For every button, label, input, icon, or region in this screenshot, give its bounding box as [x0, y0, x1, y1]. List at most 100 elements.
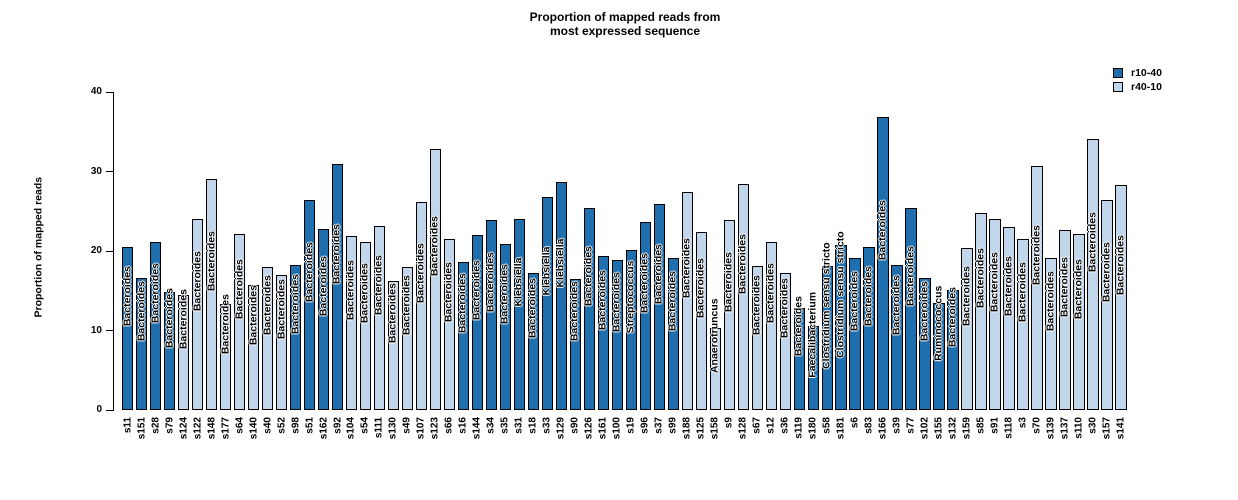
bar-s100: Bacteroides	[610, 259, 623, 410]
bar-taxon-label-s129: Klebsiella	[554, 238, 567, 288]
bar-taxon-label-s188: Bacteroides	[680, 238, 693, 299]
bar-taxon-label-s66: Bacteroides	[442, 261, 455, 322]
bar-taxon-label-s28: Bacteroides	[149, 263, 162, 324]
bar-s159: Bacteroides	[961, 248, 973, 410]
x-tick-label-s110: s110	[1073, 417, 1085, 439]
bar-taxon-label-s148: Bacteroides	[205, 231, 218, 292]
bar-taxon-label-s181: Clostridium sensu stricto	[834, 231, 847, 358]
bar-taxon-label-s122: Bacteroides	[191, 251, 204, 312]
bar-s9: Bacteroides	[722, 220, 735, 410]
x-tick-label-s51: s51	[304, 417, 316, 434]
legend-item-r10-40: r10-40	[1113, 66, 1162, 80]
bar-s30: Bacteroides	[1086, 139, 1099, 410]
bar-s39: Bacteroides	[891, 265, 903, 410]
x-tick-label-s85: s85	[975, 417, 987, 434]
bar-s124: Bacteroides	[177, 289, 190, 410]
x-tick-label-s118: s118	[1003, 417, 1015, 439]
y-tick-label-10: 10	[90, 324, 102, 336]
bar-s96: Bacteroides	[639, 221, 651, 410]
bar-taxon-label-s102: Bacteroides	[918, 281, 931, 342]
bar-s144: Bacteroides	[471, 235, 484, 410]
x-tick-label-s158: s158	[709, 417, 721, 440]
bar-s98: Bacteroides	[289, 264, 302, 410]
bar-s148: Bacteroides	[205, 178, 218, 410]
bar-taxon-label-s125: Bacteroides	[694, 258, 707, 319]
bar-s166: Bacteroides	[877, 117, 889, 410]
bar-taxon-label-s140: Bacteroides	[247, 284, 260, 345]
bar-taxon-label-s98: Bacteroides	[289, 274, 302, 335]
x-tick-label-s37: s37	[653, 417, 665, 434]
x-tick-label-s126: s126	[583, 417, 595, 440]
bar-s70: Bacteroides	[1030, 166, 1043, 410]
bar-taxon-label-s33: Klebsiella	[540, 246, 553, 296]
y-tick-label-20: 20	[90, 245, 102, 257]
bar-taxon-label-s107: Bacteroides	[414, 242, 427, 304]
bar-s91: Bacteroides	[988, 219, 1001, 410]
x-tick-label-s104: s104	[345, 417, 357, 440]
bar-s66: Bacteroides	[442, 239, 456, 410]
x-tick-label-s140: s140	[248, 417, 260, 440]
x-tick-label-s177: s177	[220, 417, 232, 440]
bar-s151: Bacteroides	[135, 278, 148, 410]
bar-s123: Bacteroides	[429, 148, 442, 410]
bar-s35: Bacteroides	[499, 244, 512, 410]
bar-taxon-label-s49: Bacteroides	[400, 275, 413, 336]
y-tick-10	[106, 330, 113, 332]
x-tick-label-s49: s49	[401, 417, 413, 434]
bar-taxon-label-s30: Bacteroides	[1086, 211, 1099, 272]
bar-s58: Clostridium sensu stricto	[821, 242, 833, 410]
bar-s92: Bacteroides	[331, 163, 344, 410]
y-axis-title: Proportion of mapped reads	[32, 176, 45, 318]
x-tick-label-s70: s70	[1031, 417, 1043, 434]
bar-s34: Bacteroides	[485, 220, 498, 410]
x-tick-label-s64: s64	[234, 417, 246, 434]
bar-s137: Bacteroides	[1058, 229, 1071, 410]
bar-s104: Bacteroides	[344, 236, 358, 410]
bar-s51: Bacteroides	[303, 200, 316, 410]
bar-taxon-label-s139: Bacteroides	[1044, 271, 1057, 332]
legend-label-r40-10: r40-10	[1131, 81, 1162, 93]
bar-taxon-label-s12: Bacteroides	[764, 263, 777, 324]
bar-s67: Bacteroides	[751, 266, 763, 410]
x-tick-label-s31: s31	[513, 417, 525, 434]
chart-title-line1: Proportion of mapped reads from	[529, 10, 721, 24]
bar-s102: Bacteroides	[918, 278, 931, 410]
legend-item-r40-10: r40-10	[1113, 80, 1162, 94]
bar-s28: Bacteroides	[149, 242, 162, 410]
bar-taxon-label-s16: Bacteroides	[456, 272, 469, 333]
bar-s128: Bacteroides	[736, 183, 749, 410]
bar-s18: Bacteroides	[527, 272, 539, 410]
bar-taxon-label-s177: Bacteroides	[219, 293, 232, 354]
x-tick-label-s98: s98	[290, 417, 302, 434]
bar-taxon-label-s104: Bacteroides	[344, 259, 357, 321]
bar-s31: Klebsiella	[513, 219, 526, 410]
x-tick-label-s159: s159	[961, 417, 973, 440]
y-tick-40	[106, 91, 113, 93]
bar-s188: Bacteroides	[680, 192, 693, 410]
bar-taxon-label-s137: Bacteroides	[1058, 256, 1071, 317]
chart-title: Proportion of mapped reads from most exp…	[115, 10, 1135, 38]
bar-taxon-label-s110: Bacteroides	[1072, 258, 1085, 319]
bar-s54: Bacteroides	[359, 241, 372, 410]
bar-taxon-label-s141: Bacteroides	[1114, 234, 1127, 295]
bar-taxon-label-s9: Bacteroides	[722, 252, 735, 313]
bar-s140: Bacteroides	[247, 284, 260, 410]
bar-taxon-label-s118: Bacteroides	[1002, 255, 1015, 316]
bar-taxon-label-s91: Bacteroides	[988, 251, 1001, 312]
bar-s33: Klebsiella	[540, 197, 553, 410]
bar-s181: Clostridium sensu stricto	[835, 231, 847, 410]
bar-s118: Bacteroides	[1002, 227, 1015, 410]
x-tick-label-s66: s66	[443, 417, 455, 434]
bar-taxon-label-s130: Bacteroides	[386, 282, 399, 343]
bar-taxon-label-s83: Bacteroides	[862, 265, 875, 326]
bar-taxon-label-s100: Bacteroides	[610, 271, 623, 333]
bar-s155: Ruminococcus	[933, 286, 945, 410]
bar-taxon-label-s124: Bacteroides	[177, 289, 190, 350]
x-tick-label-s99: s99	[667, 417, 679, 434]
bar-s40: Bacteroides	[261, 267, 274, 410]
x-tick-label-s155: s155	[933, 417, 945, 440]
bar-taxon-label-s99: Bacteroides	[666, 270, 679, 331]
bar-s125: Bacteroides	[694, 232, 707, 410]
bar-taxon-label-s128: Bacteroides	[736, 233, 749, 294]
